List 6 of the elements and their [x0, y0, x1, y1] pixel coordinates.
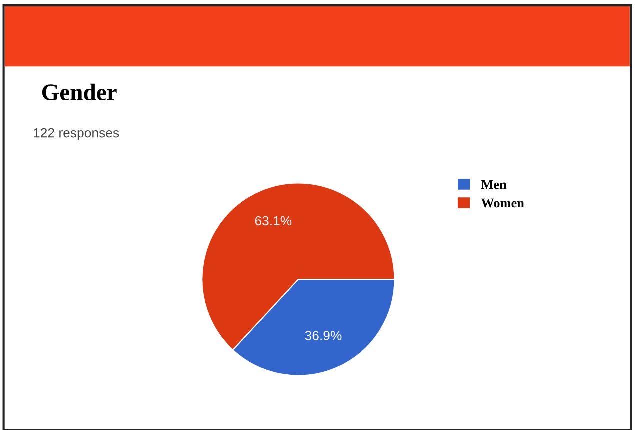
text: 122 responses	[34, 128, 120, 140]
data-label: 36.9%	[305, 331, 342, 340]
legend-label: Women	[481, 198, 524, 208]
legend-label: Men	[481, 180, 507, 190]
data-label: 63.1%	[255, 216, 292, 226]
chart-title: Gender	[42, 84, 117, 101]
